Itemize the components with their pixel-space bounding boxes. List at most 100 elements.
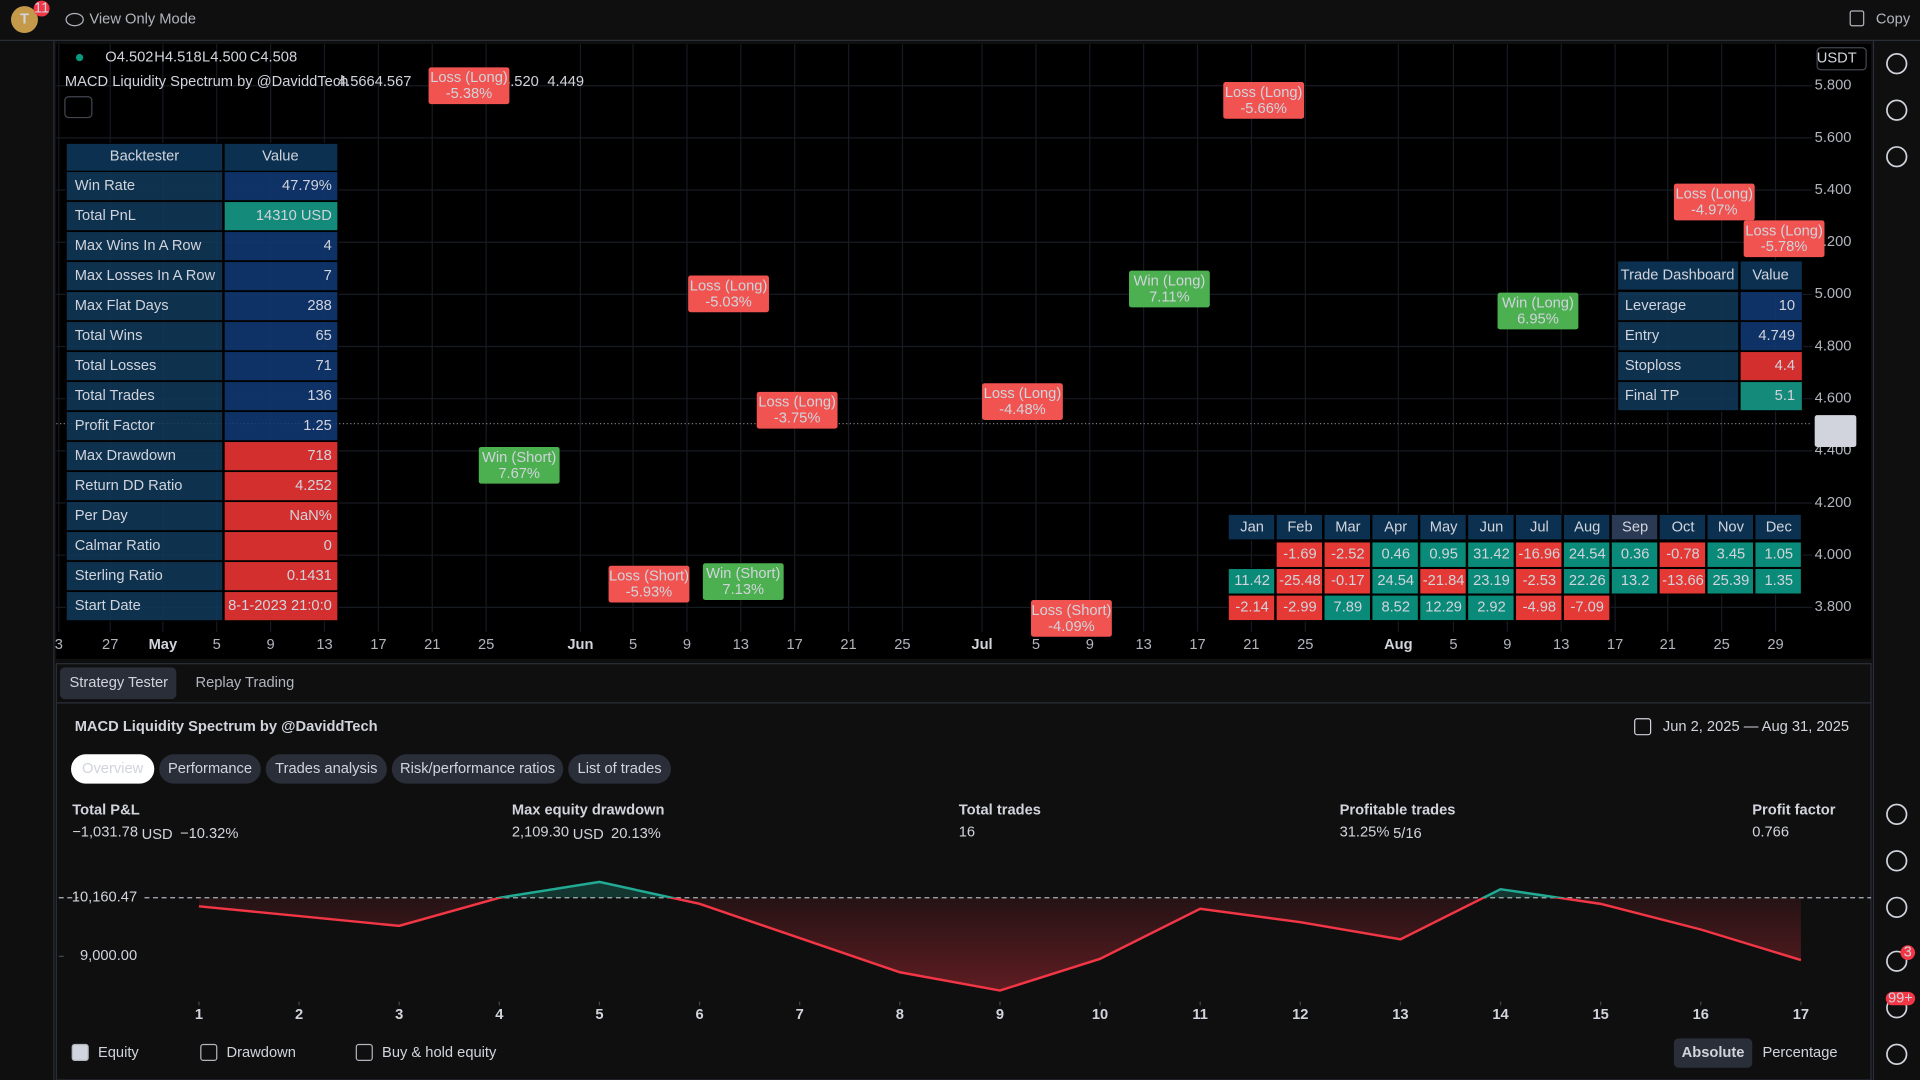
subtab[interactable] <box>159 754 261 784</box>
trade-label-box <box>756 391 838 429</box>
time-axis-label: 25 <box>478 637 494 653</box>
sidebar-icon[interactable] <box>1886 850 1908 872</box>
time-axis-label: 25 <box>1713 637 1729 653</box>
table-cell <box>1562 594 1611 622</box>
table-cell <box>1275 513 1324 541</box>
mode-active[interactable] <box>1673 1038 1753 1068</box>
month-return: 24.54 <box>1569 547 1606 563</box>
indicator-value: 4.566 <box>338 74 375 90</box>
table-cell <box>65 500 224 532</box>
checkbox[interactable] <box>200 1043 218 1062</box>
month-header: May <box>1430 520 1458 536</box>
trade-pct: -5.38% <box>446 86 493 102</box>
trade-pct: 7.11% <box>1149 289 1190 305</box>
sidebar-icon[interactable] <box>1886 99 1908 121</box>
table-value: 4.4 <box>1775 358 1795 374</box>
table-cell <box>1616 380 1740 412</box>
subtab[interactable] <box>568 754 672 784</box>
table-cell <box>1616 350 1740 382</box>
toggle-label: Drawdown <box>227 1045 296 1061</box>
sidebar-icon[interactable] <box>1886 803 1908 825</box>
x-tick-label: 7 <box>796 1007 804 1023</box>
tab-active[interactable] <box>60 667 177 700</box>
trade-label: Loss (Long) <box>1225 85 1303 101</box>
time-axis-label: 21 <box>424 637 440 653</box>
table-cell <box>65 530 224 562</box>
table-label: Calmar Ratio <box>75 538 161 554</box>
subtab-label: Overview <box>82 761 144 777</box>
badge <box>1885 991 1916 1006</box>
sidebar-icon[interactable] <box>1886 1043 1908 1065</box>
copy-button: Copy <box>1876 11 1911 27</box>
table-value: 0.1431 <box>287 568 332 584</box>
sidebar-icon[interactable] <box>1886 146 1908 168</box>
table-cell <box>223 260 339 292</box>
subtab[interactable] <box>391 754 564 784</box>
table-cell <box>223 200 339 232</box>
month-header: Aug <box>1574 520 1600 536</box>
table-value: 10 <box>1779 298 1795 314</box>
table-cell <box>65 170 224 202</box>
month-return: 7.89 <box>1334 600 1363 616</box>
trade-label: Loss (Long) <box>1745 223 1823 239</box>
month-header: Apr <box>1384 520 1407 536</box>
currency-select[interactable] <box>1816 47 1867 71</box>
collapse-button[interactable] <box>64 96 93 119</box>
table-value: 0 <box>324 538 332 554</box>
month-header: Jun <box>1480 520 1504 536</box>
metric-title: Total P&L <box>72 802 139 818</box>
toggle-label: Buy & hold equity <box>382 1045 497 1061</box>
table-header: Trade Dashboard <box>1621 267 1735 283</box>
indicator-value: 4.567 <box>375 74 412 90</box>
trade-label-box <box>1031 600 1112 637</box>
table-cell <box>1616 320 1740 352</box>
avatar <box>11 6 38 34</box>
table-cell <box>1371 541 1420 569</box>
checkbox[interactable] <box>71 1043 89 1062</box>
month-header: Sep <box>1622 520 1648 536</box>
table-cell <box>223 410 339 442</box>
x-tick-label: 6 <box>695 1007 703 1023</box>
month-return: 13.2 <box>1621 573 1650 589</box>
trade-pct: -4.09% <box>1048 619 1095 635</box>
x-tick-label: 10 <box>1092 1007 1108 1023</box>
time-axis-label: Jul <box>971 637 992 653</box>
time-axis-label: 17 <box>787 637 803 653</box>
time-axis-label: 13 <box>1136 637 1152 653</box>
table-label: Final TP <box>1625 388 1680 404</box>
time-axis-label: 29 <box>1767 637 1783 653</box>
toggle-label: Equity <box>98 1045 139 1061</box>
trade-label-box <box>1223 82 1305 119</box>
sidebar-icon[interactable] <box>1886 896 1908 918</box>
copy-icon[interactable] <box>1849 10 1865 27</box>
badge-count: 3 <box>1904 945 1912 961</box>
table-cell <box>223 320 339 352</box>
ohlc: L4.500 <box>202 49 247 65</box>
table-cell <box>1419 594 1467 622</box>
metric-extra: 5/16 <box>1393 826 1422 842</box>
table-cell <box>1562 541 1611 569</box>
x-tick-label: 2 <box>295 1007 303 1023</box>
table-cell <box>223 470 339 502</box>
time-axis-label: May <box>149 637 178 653</box>
table-cell <box>223 500 339 532</box>
equity-line <box>494 880 1568 898</box>
sidebar-icon[interactable] <box>1886 950 1908 972</box>
month-return: 11.42 <box>1234 573 1270 589</box>
metric-extra: 20.13% <box>611 826 661 842</box>
sidebar-icon[interactable] <box>1886 53 1908 75</box>
table-cell <box>1754 513 1803 541</box>
checkbox[interactable] <box>355 1043 373 1062</box>
subtab[interactable] <box>265 754 387 784</box>
tab: Replay Trading <box>195 675 294 691</box>
trade-label-box <box>1743 220 1825 258</box>
table-cell <box>65 260 224 292</box>
calendar-icon[interactable] <box>1634 718 1652 736</box>
subtab[interactable] <box>71 754 155 784</box>
y-tick-box <box>78 889 143 907</box>
month-header: Jul <box>1530 520 1549 536</box>
table-cell <box>1371 567 1420 595</box>
table-cell <box>1610 541 1659 569</box>
time-axis-label: Aug <box>1384 637 1413 653</box>
y-tick-label: 9,000.00 <box>80 948 137 964</box>
